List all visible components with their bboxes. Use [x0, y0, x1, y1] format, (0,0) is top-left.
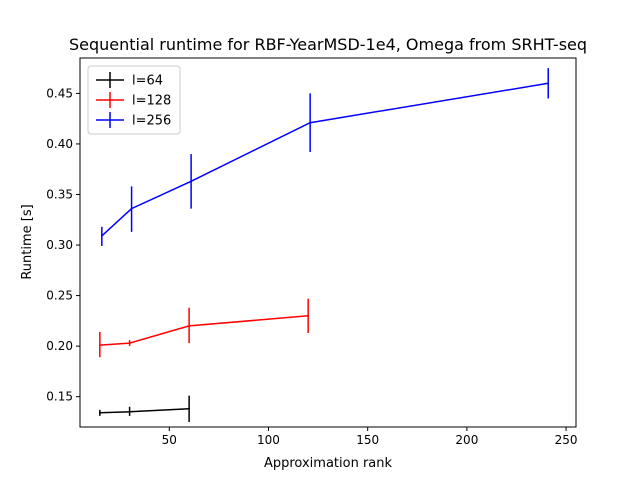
- chart-title: Sequential runtime for RBF-YearMSD-1e4, …: [69, 35, 587, 54]
- plot-frame: [79, 57, 577, 428]
- legend-item: l=128: [96, 92, 171, 109]
- data-point: [128, 411, 131, 413]
- legend-label: l=64: [132, 74, 163, 89]
- data-point: [99, 412, 101, 414]
- x-axis: 50 100 150 200 250: [162, 427, 578, 447]
- x-axis-label: Approximation rank: [264, 456, 393, 471]
- series-3: [101, 68, 550, 247]
- y-tick-label: 0.45: [46, 86, 73, 100]
- data-point: [101, 235, 103, 237]
- series-1: [99, 395, 190, 422]
- series-2: [99, 298, 309, 358]
- data-point: [130, 207, 133, 210]
- y-tick-label: 0.30: [46, 238, 73, 252]
- legend-item: l=64: [96, 72, 163, 89]
- x-tick-label: 250: [555, 433, 578, 447]
- data-point: [128, 342, 131, 344]
- legend-label: l=256: [132, 114, 171, 129]
- data-point: [188, 408, 190, 410]
- y-axis: 0.15 0.20 0.25 0.30 0.35 0.40 0.45: [46, 86, 80, 404]
- x-tick-label: 150: [356, 433, 379, 447]
- legend: l=64 l=128 l=256: [87, 65, 181, 135]
- y-tick-label: 0.35: [46, 187, 73, 201]
- data-point: [190, 180, 192, 183]
- legend-item: l=256: [96, 112, 171, 129]
- x-tick-label: 200: [455, 433, 478, 447]
- data-point: [547, 82, 550, 85]
- data-point: [307, 314, 309, 317]
- legend-label: l=128: [132, 94, 171, 109]
- y-axis-label: Runtime [s]: [20, 204, 35, 279]
- y-tick-label: 0.20: [46, 339, 73, 353]
- y-tick-label: 0.25: [46, 289, 73, 303]
- data-point: [99, 344, 101, 346]
- legend-box: [87, 65, 181, 135]
- series-line: [99, 315, 309, 346]
- x-tick-label: 50: [162, 433, 177, 447]
- x-tick-label: 100: [257, 433, 280, 447]
- data-point: [188, 325, 190, 327]
- y-tick-label: 0.40: [46, 137, 73, 151]
- plot-area: [99, 68, 550, 422]
- y-tick-label: 0.15: [46, 390, 73, 404]
- data-point: [309, 121, 311, 124]
